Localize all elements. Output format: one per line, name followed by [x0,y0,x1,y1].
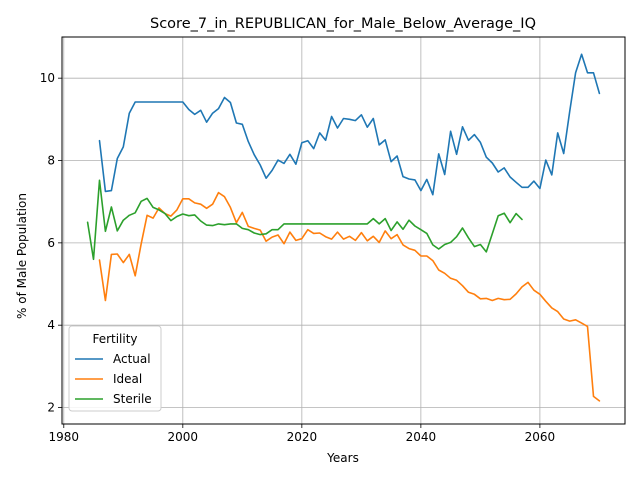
y-axis-label: % of Male Population [15,193,29,319]
grid [62,37,625,424]
x-tick-label: 1980 [49,430,80,444]
x-tick-label: 2060 [525,430,556,444]
x-axis-ticks: 1980 2000 2020 2040 2060 [49,424,556,444]
x-tick-label: 2000 [168,430,199,444]
series-line-ideal [98,191,601,402]
legend-items: Actual Ideal Sterile [75,352,152,406]
y-axis-ticks: 2 4 6 8 10 [40,71,62,415]
series-line-sterile [86,179,523,261]
legend-label-ideal: Ideal [113,372,142,386]
x-tick-label: 2020 [287,430,318,444]
y-tick-label: 6 [47,236,55,250]
series-line-actual [98,53,601,196]
legend-box [68,325,162,412]
x-axis-label: Years [326,451,359,465]
y-tick-label: 4 [47,318,55,332]
legend: Fertility Actual Ideal Sterile [68,325,162,412]
x-tick-label: 2040 [406,430,437,444]
y-tick-label: 10 [40,71,55,85]
legend-title: Fertility [92,332,137,346]
legend-label-actual: Actual [113,352,151,366]
chart-title: Score_7_in_REPUBLICAN_for_Male_Below_Ave… [150,16,536,32]
legend-label-sterile: Sterile [113,392,152,406]
series-group [86,53,601,402]
y-tick-label: 2 [47,401,55,415]
y-tick-label: 8 [47,154,55,168]
plot-frame [61,36,626,425]
